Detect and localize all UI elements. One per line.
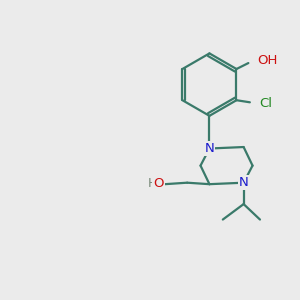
Text: OH: OH [257,54,278,67]
Text: N: N [205,142,214,155]
Text: H: H [148,177,157,190]
Text: O: O [153,177,164,190]
Text: Cl: Cl [260,97,273,110]
Text: N: N [239,176,248,189]
